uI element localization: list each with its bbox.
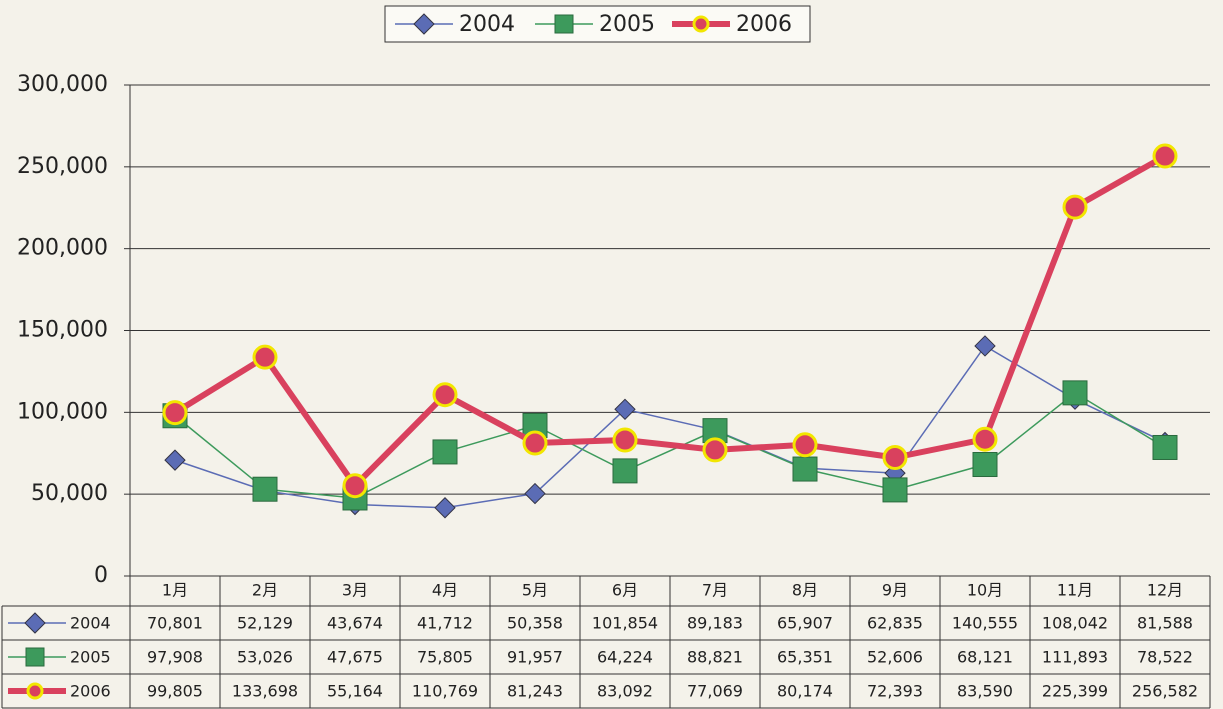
legend-marker: [413, 13, 435, 35]
marker: [614, 398, 636, 421]
series-line: [174, 344, 1166, 509]
table-cell: 101,854: [592, 614, 658, 633]
marker: [702, 437, 728, 463]
marker: [612, 427, 638, 453]
y-tick-label: 300,000: [17, 72, 108, 97]
marker: [432, 439, 458, 465]
y-tick-label: 200,000: [17, 236, 108, 261]
table-cell: 64,224: [597, 648, 653, 667]
marker: [252, 476, 278, 502]
marker: [972, 426, 998, 452]
table-cell: 83,590: [957, 682, 1013, 701]
series-line: [173, 153, 1167, 491]
marker: [1152, 434, 1178, 460]
legend-marker: [692, 15, 710, 33]
marker: [882, 477, 908, 503]
marker: [524, 482, 546, 505]
table-cell: 47,675: [327, 648, 383, 667]
x-tick-label: 2月: [252, 581, 278, 600]
marker: [1062, 380, 1088, 406]
table-cell: 80,174: [777, 682, 833, 701]
table-cell: 77,069: [687, 682, 743, 701]
legend-label: 2004: [459, 12, 515, 37]
table-cell: 91,957: [507, 648, 563, 667]
x-tick-label: 10月: [967, 581, 1003, 600]
table-row-label: 2005: [70, 648, 111, 667]
marker: [612, 458, 638, 484]
legend-label: 2006: [736, 12, 792, 37]
series-line: [174, 391, 1166, 499]
marker: [972, 452, 998, 478]
x-tick-label: 4月: [432, 581, 458, 600]
table-cell: 108,042: [1042, 614, 1108, 633]
table-cell: 70,801: [147, 614, 203, 633]
table-cell: 53,026: [237, 648, 293, 667]
marker: [432, 382, 458, 408]
marker: [434, 497, 456, 519]
table-cell: 83,092: [597, 682, 653, 701]
table-cell: 256,582: [1132, 682, 1198, 701]
marker: [792, 432, 818, 458]
table-cell: 140,555: [952, 614, 1018, 633]
table-cell: 72,393: [867, 682, 923, 701]
y-tick-label: 100,000: [17, 399, 108, 424]
table-cell: 88,821: [687, 648, 743, 667]
x-tick-label: 7月: [702, 581, 728, 600]
x-tick-label: 6月: [612, 581, 638, 600]
table-legend-marker: [24, 612, 46, 634]
table-cell: 43,674: [327, 614, 383, 633]
marker: [252, 344, 278, 370]
x-tick-label: 3月: [342, 581, 368, 600]
marker: [792, 456, 818, 482]
y-tick-label: 250,000: [17, 154, 108, 179]
table-cell: 62,835: [867, 614, 923, 633]
x-tick-label: 1月: [162, 581, 188, 600]
marker: [1062, 194, 1088, 220]
table-cell: 52,606: [867, 648, 923, 667]
table-cell: 97,908: [147, 648, 203, 667]
table-cell: 89,183: [687, 614, 743, 633]
table-row-label: 2004: [70, 614, 111, 633]
table-cell: 50,358: [507, 614, 563, 633]
table-cell: 81,243: [507, 682, 563, 701]
table-cell: 65,907: [777, 614, 833, 633]
table-row-label: 2006: [70, 682, 111, 701]
x-tick-label: 5月: [522, 581, 548, 600]
marker: [164, 449, 186, 471]
x-tick-label: 9月: [882, 581, 908, 600]
x-tick-label: 12月: [1147, 581, 1183, 600]
marker: [882, 445, 908, 471]
table-cell: 111,893: [1042, 648, 1108, 667]
table-cell: 81,588: [1137, 614, 1193, 633]
table-cell: 55,164: [327, 682, 383, 701]
table-cell: 65,351: [777, 648, 833, 667]
table-cell: 133,698: [232, 682, 298, 701]
marker: [1152, 143, 1178, 169]
x-tick-label: 11月: [1057, 581, 1093, 600]
y-tick-label: 0: [94, 563, 108, 588]
table-cell: 225,399: [1042, 682, 1108, 701]
table-cell: 68,121: [957, 648, 1013, 667]
legend-box: [384, 5, 811, 43]
legend-label: 2005: [599, 12, 655, 37]
marker: [522, 430, 548, 456]
x-tick-label: 8月: [792, 581, 818, 600]
table-cell: 110,769: [412, 682, 478, 701]
legend-marker: [554, 14, 574, 34]
y-tick-label: 150,000: [17, 318, 108, 343]
marker: [162, 400, 188, 426]
marker: [974, 335, 996, 357]
table-cell: 99,805: [147, 682, 203, 701]
table-legend-marker: [25, 647, 45, 667]
marker: [342, 473, 368, 499]
y-tick-label: 50,000: [31, 481, 108, 506]
table-cell: 75,805: [417, 648, 473, 667]
table-cell: 41,712: [417, 614, 473, 633]
table-cell: 78,522: [1137, 648, 1193, 667]
table-legend-marker: [26, 682, 44, 700]
table-cell: 52,129: [237, 614, 293, 633]
